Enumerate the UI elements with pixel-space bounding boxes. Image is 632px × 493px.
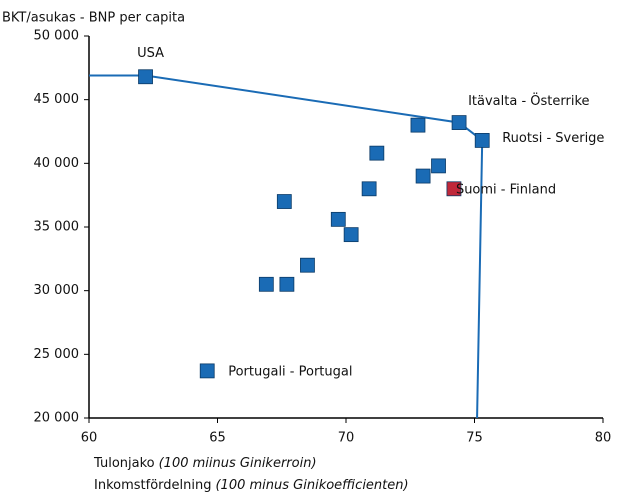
- point-label: Suomi - Finland: [456, 182, 556, 197]
- x-axis-label-plain: Tulonjako: [93, 456, 155, 471]
- x-axis-label: Tulonjako (100 miinus Ginikerroin): [93, 456, 317, 471]
- point: [279, 276, 295, 292]
- point-label: USA: [137, 46, 164, 61]
- x-axis-label-plain: Inkomstfördelning: [94, 478, 211, 493]
- point: [451, 115, 467, 130]
- point: [415, 168, 431, 184]
- point-label: Portugali - Portugal: [228, 364, 352, 379]
- y-tick-label: 35 000: [34, 220, 80, 235]
- y-tick-label: 30 000: [34, 283, 80, 298]
- point: [138, 69, 153, 85]
- x-tick-label: 80: [595, 431, 612, 446]
- x-tick-label: 60: [81, 431, 98, 446]
- y-tick-label: 45 000: [34, 92, 80, 107]
- x-axis-label-italic: (100 miinus Ginikerroin): [159, 456, 317, 471]
- y-axis-label: BKT/asukas - BNP per capita: [2, 11, 185, 26]
- point: [474, 133, 490, 148]
- point: [431, 158, 446, 174]
- y-tick-label: 20 000: [34, 411, 80, 426]
- x-axis-label-italic: (100 minus Ginikoefficienten): [215, 478, 408, 493]
- point: [258, 276, 274, 292]
- point: [330, 211, 346, 227]
- point: [300, 257, 315, 273]
- point: [410, 117, 426, 133]
- x-tick-label: 75: [466, 431, 483, 446]
- point: [276, 194, 292, 209]
- x-tick-label: 65: [209, 431, 226, 446]
- y-tick-label: 25 000: [34, 347, 80, 362]
- point: [343, 227, 359, 243]
- y-tick-label: 40 000: [34, 156, 80, 171]
- y-tick-label: 50 000: [34, 29, 80, 44]
- point: [361, 181, 377, 197]
- x-axis-label: Inkomstfördelning (100 minus Ginikoeffici…: [94, 478, 409, 493]
- point: [369, 145, 385, 161]
- point: [199, 363, 215, 379]
- x-tick-label: 70: [338, 431, 355, 446]
- point: [446, 181, 462, 197]
- point-label: Itävalta - Österrike: [468, 92, 589, 109]
- point-label: Ruotsi - Sverige: [502, 131, 604, 146]
